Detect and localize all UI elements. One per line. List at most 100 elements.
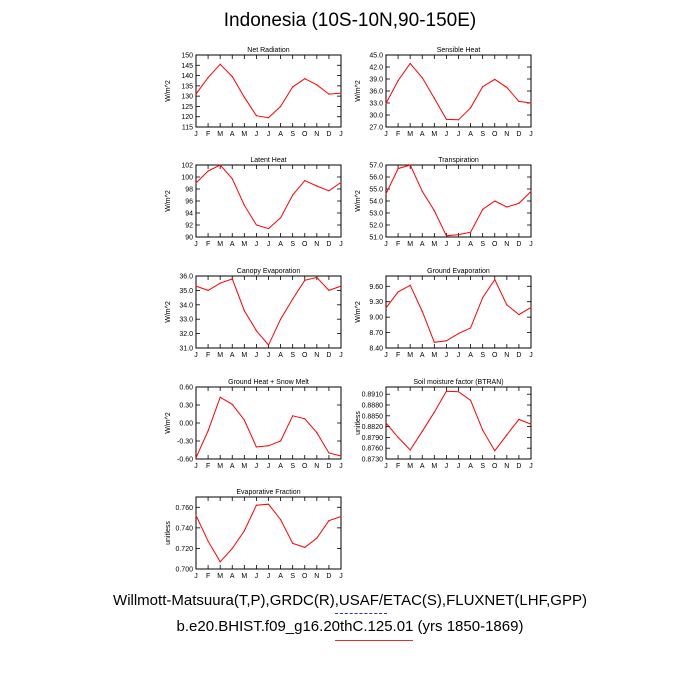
- chart-panel: Sensible Heat W/m^2 27.0 30.0 33.0 36.0 39.0 42…: [355, 47, 533, 138]
- data-point: [243, 204, 245, 206]
- data-point: [530, 102, 532, 104]
- x-tick-label: A: [420, 241, 425, 248]
- x-tick-label: M: [217, 573, 223, 580]
- y-tick-label: 34.0: [179, 302, 193, 309]
- x-tick-label: J: [255, 573, 259, 580]
- data-point: [385, 307, 387, 309]
- x-tick-label: J: [194, 352, 198, 359]
- y-tick-label: 94: [185, 211, 193, 218]
- x-tick-label: J: [194, 241, 198, 248]
- x-tick-label: M: [241, 352, 247, 359]
- x-tick-label: F: [206, 241, 210, 248]
- x-tick-label: M: [241, 131, 247, 138]
- x-tick-label: J: [267, 463, 271, 470]
- data-point: [445, 118, 448, 120]
- data-point: [409, 62, 411, 64]
- x-tick-label: M: [431, 131, 437, 138]
- data-point: [340, 515, 342, 518]
- data-point: [469, 107, 472, 109]
- data-point: [457, 119, 460, 121]
- footer-underline-blue: [335, 613, 387, 614]
- x-tick-label: J: [445, 241, 449, 248]
- chart-panel: Canopy Evaporation W/m^2 31.0 32.0 33.0 34.0 3…: [165, 268, 343, 359]
- data-point: [433, 210, 435, 212]
- data-point: [316, 185, 318, 187]
- data-point: [219, 282, 221, 284]
- y-axis-label: unitless: [355, 411, 362, 435]
- data-point: [243, 309, 245, 312]
- footer-underline-red: [335, 640, 413, 641]
- x-tick-label: J: [384, 131, 388, 138]
- x-tick-label: J: [194, 463, 198, 470]
- y-tick-label: 0.8850: [362, 413, 384, 420]
- data-point: [328, 93, 330, 95]
- data-point: [530, 306, 532, 308]
- y-tick-label: 36.0: [369, 89, 383, 96]
- y-axis-label: W/m^2: [355, 190, 362, 212]
- x-tick-label: M: [241, 573, 247, 580]
- x-tick-label: D: [326, 131, 331, 138]
- x-tick-label: J: [529, 131, 533, 138]
- data-point: [421, 310, 423, 313]
- x-tick-label: J: [255, 241, 259, 248]
- data-point: [457, 391, 460, 393]
- y-tick-label: 8.70: [369, 330, 383, 337]
- data-point: [304, 279, 306, 281]
- chart-title: Canopy Evaporation: [237, 268, 301, 275]
- data-point: [255, 446, 258, 448]
- x-tick-label: J: [339, 463, 343, 470]
- y-tick-label: 33.0: [179, 317, 193, 324]
- data-point: [397, 168, 399, 170]
- data-point: [340, 285, 342, 287]
- data-point: [231, 278, 233, 280]
- series-line: [385, 390, 532, 452]
- data-point: [292, 542, 294, 544]
- data-point: [267, 503, 270, 505]
- data-point: [469, 231, 472, 233]
- x-tick-label: J: [255, 352, 259, 359]
- data-point: [506, 304, 508, 306]
- data-point: [494, 78, 496, 80]
- y-tick-label: 0.8880: [362, 403, 384, 410]
- y-axis-label: unitless: [165, 521, 172, 545]
- x-tick-label: M: [407, 241, 413, 248]
- data-point: [219, 63, 221, 65]
- x-tick-label: A: [420, 352, 425, 359]
- x-tick-label: O: [492, 131, 498, 138]
- x-tick-label: O: [302, 241, 308, 248]
- y-tick-label: 42.0: [369, 65, 383, 72]
- series-line: [195, 63, 342, 119]
- y-tick-label: 55.0: [369, 187, 383, 194]
- chart-title: Evaporative Fraction: [236, 489, 300, 496]
- data-point: [207, 289, 209, 291]
- y-tick-label: 33.0: [369, 101, 383, 108]
- data-point: [292, 194, 294, 196]
- data-point: [530, 190, 532, 192]
- x-tick-label: D: [516, 241, 521, 248]
- data-point: [219, 561, 221, 563]
- data-point: [328, 190, 330, 192]
- x-tick-label: A: [468, 241, 473, 248]
- x-tick-label: S: [290, 463, 295, 470]
- plot-frame: [195, 54, 342, 128]
- data-point: [409, 284, 411, 286]
- x-tick-label: M: [217, 352, 223, 359]
- x-tick-label: J: [457, 463, 461, 470]
- data-point: [316, 432, 318, 434]
- y-tick-label: 98: [185, 187, 193, 194]
- data-point: [385, 422, 387, 424]
- x-tick-label: F: [396, 352, 400, 359]
- y-tick-label: 130: [181, 94, 193, 101]
- x-tick-label: A: [278, 463, 283, 470]
- data-point: [530, 423, 532, 425]
- data-point: [482, 297, 484, 299]
- y-tick-label: 51.0: [369, 235, 383, 242]
- x-tick-label: M: [217, 131, 223, 138]
- plot-frame: [195, 275, 342, 349]
- x-tick-label: J: [445, 352, 449, 359]
- x-tick-label: A: [230, 131, 235, 138]
- data-point: [267, 228, 270, 230]
- x-tick-label: J: [529, 352, 533, 359]
- y-tick-label: 90: [185, 235, 193, 242]
- x-tick-label: M: [217, 241, 223, 248]
